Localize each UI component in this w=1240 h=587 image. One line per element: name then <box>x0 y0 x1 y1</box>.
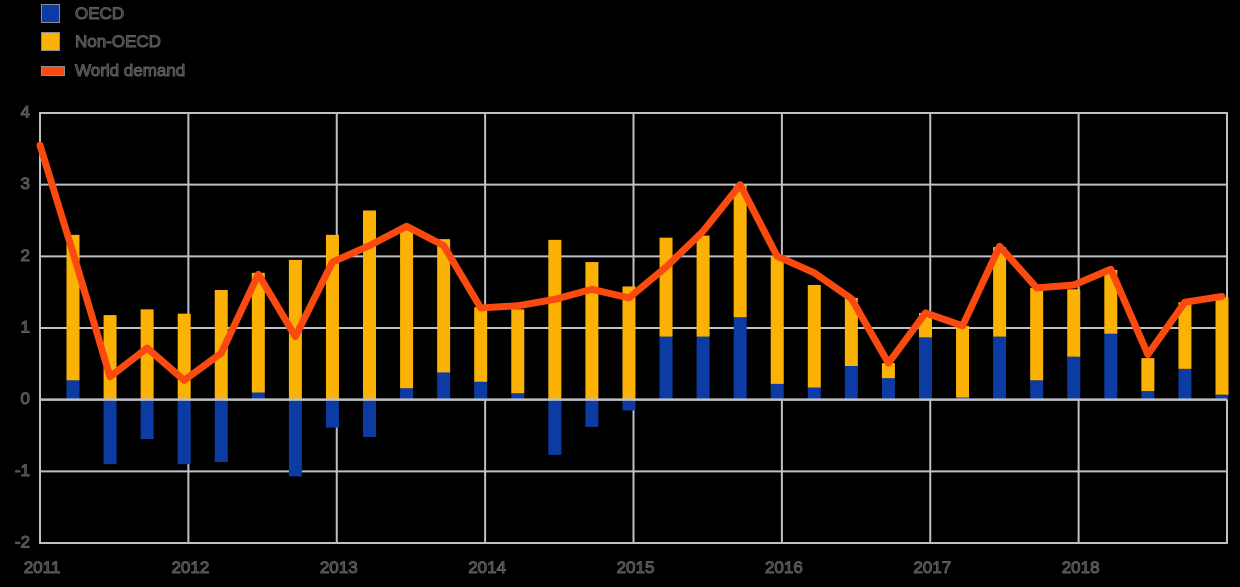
legend-label-oecd: OECD <box>74 4 125 24</box>
non-oecd-bar <box>363 210 377 400</box>
oecd-bar <box>400 388 414 400</box>
oecd-bar <box>1215 394 1229 400</box>
y-axis-label: 4 <box>21 102 30 121</box>
oecd-bar <box>177 399 191 465</box>
non-oecd-bar <box>251 272 265 393</box>
oecd-bar <box>993 336 1007 400</box>
x-axis-label: 2017 <box>913 558 951 577</box>
oecd-bar <box>288 399 302 477</box>
oecd-bar <box>1141 391 1155 400</box>
x-axis-label: 2011 <box>24 558 61 577</box>
non-oecd-bar <box>214 290 228 400</box>
non-oecd-bar <box>844 297 858 366</box>
non-oecd-bar <box>177 313 191 400</box>
y-axis-label: 2 <box>21 246 30 265</box>
oecd-bar <box>140 399 154 440</box>
oecd-bar <box>474 381 488 400</box>
oecd-bar <box>548 399 562 455</box>
oecd-bar <box>844 365 858 400</box>
x-axis-label: 2012 <box>171 558 209 577</box>
oecd-bar <box>770 383 784 400</box>
oecd-bar <box>881 378 895 400</box>
non-oecd-bar <box>696 235 710 337</box>
y-axis-label: -1 <box>15 461 30 480</box>
oecd-bar <box>103 399 117 465</box>
non-oecd-bar <box>1215 297 1229 395</box>
non-oecd-bar <box>140 309 154 400</box>
y-axis-label: 1 <box>21 317 30 336</box>
non-oecd-bar <box>585 262 599 400</box>
non-oecd-bar <box>659 237 673 337</box>
non-oecd-bar <box>622 286 636 400</box>
non-oecd-bar <box>1141 358 1155 392</box>
non-oecd-bar <box>1067 289 1081 357</box>
oecd-bar <box>918 337 932 400</box>
legend-label-world-demand: World demand <box>74 61 186 81</box>
non-oecd-bar <box>770 256 784 384</box>
non-oecd-bar <box>881 363 895 379</box>
oecd-bar <box>585 399 599 427</box>
non-oecd-bar <box>437 239 451 373</box>
oecd-bar <box>251 392 265 400</box>
x-axis-label: 2013 <box>320 558 358 577</box>
oecd-bar <box>807 387 821 400</box>
oecd-bar <box>363 399 377 437</box>
oecd-bar <box>1030 380 1044 400</box>
non-oecd-bar <box>956 325 970 398</box>
oecd-bar <box>1104 333 1118 400</box>
non-oecd-bar <box>511 309 525 394</box>
non-oecd-bar <box>807 285 821 388</box>
world-demand-swatch-icon <box>41 66 65 76</box>
oecd-bar <box>511 393 525 400</box>
oecd-bar <box>66 380 80 400</box>
oecd-bar <box>1178 368 1192 400</box>
oecd-bar <box>437 372 451 400</box>
oecd-bar <box>696 336 710 400</box>
x-axis-label: 2014 <box>468 558 506 577</box>
oecd-swatch-icon <box>41 4 60 23</box>
non-oecd-bar <box>1104 269 1118 334</box>
oecd-bar <box>325 399 339 428</box>
non-oecd-swatch-icon <box>41 32 60 51</box>
x-axis-label: 2018 <box>1062 558 1100 577</box>
oecd-bar <box>733 317 747 400</box>
oecd-bar <box>214 399 228 463</box>
non-oecd-bar <box>548 239 562 400</box>
non-oecd-bar <box>474 307 488 382</box>
legend-label-non-oecd: Non-OECD <box>75 32 162 52</box>
non-oecd-bar <box>733 185 747 318</box>
x-axis-label: 2015 <box>617 558 655 577</box>
non-oecd-bar <box>1178 302 1192 369</box>
oecd-bar <box>659 336 673 400</box>
non-oecd-bar <box>1030 287 1044 381</box>
oecd-bar <box>1067 356 1081 400</box>
y-axis-label: 3 <box>21 174 30 193</box>
x-axis-label: 2016 <box>765 558 803 577</box>
non-oecd-bar <box>993 247 1007 337</box>
oecd-bar <box>622 399 636 411</box>
non-oecd-bar <box>400 226 414 389</box>
world-demand-line <box>36 141 1226 384</box>
y-axis-label: -2 <box>15 532 30 551</box>
y-axis-label: 0 <box>21 389 30 408</box>
